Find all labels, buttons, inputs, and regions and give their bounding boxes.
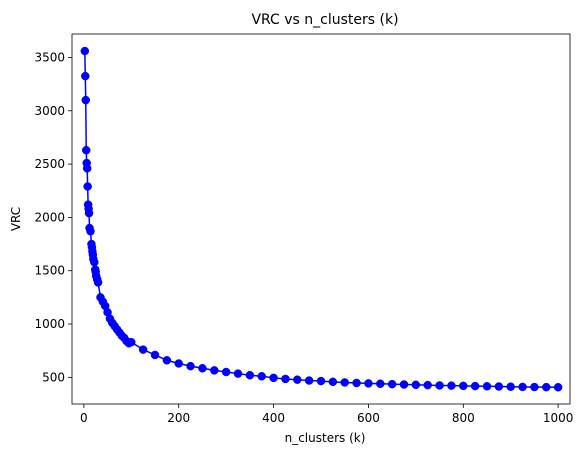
data-point — [353, 379, 361, 387]
data-point — [258, 372, 266, 380]
x-axis-label: n_clusters (k) — [285, 431, 366, 445]
plot-area — [81, 47, 562, 391]
data-point — [495, 383, 503, 391]
data-point — [94, 278, 102, 286]
y-axis-label: VRC — [9, 207, 23, 231]
data-point — [305, 377, 313, 385]
data-point — [82, 96, 90, 104]
data-point — [376, 380, 384, 388]
data-point — [90, 258, 98, 266]
y-tick-label: 1000 — [34, 317, 65, 331]
axes: 0 200 400 600 800 1000 500 1000 1500 2000 2500 3000… — [34, 34, 573, 425]
data-point — [175, 359, 183, 367]
data-point — [341, 378, 349, 386]
data-point — [471, 382, 479, 390]
data-point — [151, 351, 159, 359]
data-point — [317, 377, 325, 385]
x-tick-label: 200 — [167, 411, 190, 425]
y-tick-label: 3500 — [34, 50, 65, 64]
x-tick-label: 800 — [452, 411, 475, 425]
data-point — [139, 346, 147, 354]
chart-title: VRC vs n_clusters (k) — [251, 12, 398, 28]
data-point — [483, 382, 491, 390]
y-tick-label: 3000 — [34, 104, 65, 118]
data-point — [281, 375, 289, 383]
y-tick-label: 2000 — [34, 210, 65, 224]
x-tick-label: 600 — [357, 411, 380, 425]
data-point — [222, 368, 230, 376]
data-point — [388, 380, 396, 388]
y-tick-label: 500 — [42, 370, 65, 384]
data-point — [554, 383, 562, 391]
data-point — [246, 371, 254, 379]
data-point — [436, 381, 444, 389]
series-line — [85, 51, 558, 387]
data-point — [198, 364, 206, 372]
x-tick-label: 0 — [80, 411, 88, 425]
data-point — [412, 381, 420, 389]
data-point — [364, 379, 372, 387]
x-tick-label: 400 — [262, 411, 285, 425]
data-point — [234, 370, 242, 378]
data-point — [87, 227, 95, 235]
data-point — [163, 356, 171, 364]
data-point — [127, 338, 135, 346]
data-point — [84, 182, 92, 190]
data-point — [82, 146, 90, 154]
data-point — [530, 383, 538, 391]
y-tick-label: 1500 — [34, 264, 65, 278]
data-point — [400, 380, 408, 388]
y-tick-label: 2500 — [34, 157, 65, 171]
data-point — [507, 383, 515, 391]
data-point — [329, 378, 337, 386]
data-point — [270, 374, 278, 382]
data-point — [542, 383, 550, 391]
data-point — [81, 72, 89, 80]
data-point — [187, 362, 195, 370]
data-point — [210, 366, 218, 374]
x-tick-label: 1000 — [543, 411, 574, 425]
data-point — [83, 164, 91, 172]
data-point — [293, 376, 301, 384]
data-point — [519, 383, 527, 391]
data-point — [424, 381, 432, 389]
data-point — [459, 382, 467, 390]
data-point — [447, 382, 455, 390]
data-point — [81, 47, 89, 55]
data-point — [85, 209, 93, 217]
